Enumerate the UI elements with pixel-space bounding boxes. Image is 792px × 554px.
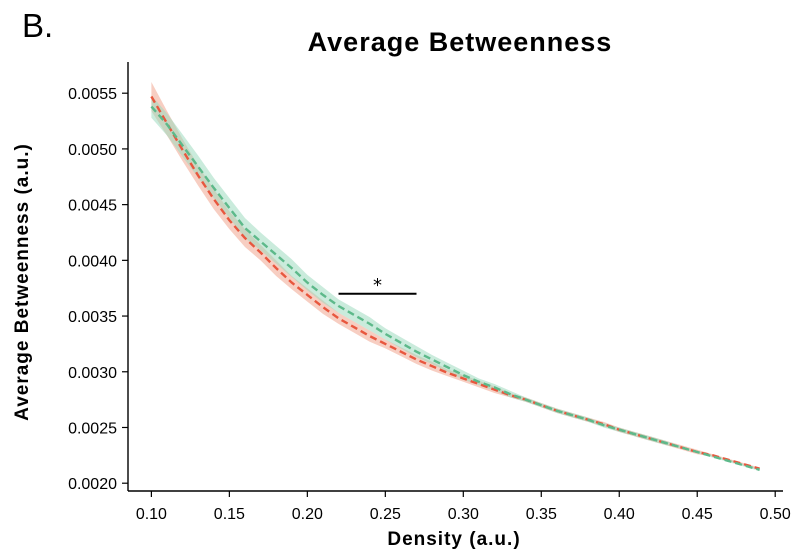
x-tick-label: 0.40 bbox=[604, 506, 635, 523]
series-2-line bbox=[150, 105, 760, 471]
y-tick-label: 0.0050 bbox=[68, 142, 117, 159]
x-tick-label: 0.10 bbox=[136, 506, 167, 523]
x-axis-ticks: 0.10 0.15 0.20 0.25 0.30 0.35 0.40 0.45 0.50 bbox=[136, 491, 791, 523]
x-tick-label: 0.50 bbox=[760, 506, 791, 523]
series-lines bbox=[150, 95, 760, 471]
x-tick-label: 0.30 bbox=[448, 506, 479, 523]
y-tick-label: 0.0055 bbox=[68, 86, 117, 103]
series-1-line bbox=[150, 95, 760, 470]
y-axis-label: Average Betweenness (a.u.) bbox=[12, 143, 33, 421]
confidence-bands bbox=[151, 82, 760, 471]
y-tick-label: 0.0030 bbox=[68, 365, 117, 382]
x-tick-label: 0.20 bbox=[292, 506, 323, 523]
x-tick-label: 0.25 bbox=[370, 506, 401, 523]
x-tick-label: 0.15 bbox=[214, 506, 245, 523]
series-2-band bbox=[151, 95, 760, 471]
panel-label: B. bbox=[22, 7, 53, 44]
x-tick-label: 0.35 bbox=[526, 506, 557, 523]
y-tick-label: 0.0045 bbox=[68, 198, 117, 215]
x-axis-label: Density (a.u.) bbox=[387, 529, 520, 550]
y-tick-label: 0.0040 bbox=[68, 253, 117, 270]
y-tick-label: 0.0025 bbox=[68, 420, 117, 437]
y-tick-label: 0.0035 bbox=[68, 309, 117, 326]
significance-star: * bbox=[373, 275, 382, 296]
axes bbox=[127, 62, 783, 492]
y-tick-label: 0.0020 bbox=[68, 476, 117, 493]
significance-marker: * bbox=[338, 275, 417, 296]
series-1-band bbox=[151, 82, 760, 470]
y-axis-ticks: 0.0020 0.0025 0.0030 0.0035 0.0040 0.0045 0.00… bbox=[68, 86, 128, 493]
x-tick-label: 0.45 bbox=[682, 506, 713, 523]
chart-title: Average Betweenness bbox=[308, 27, 613, 57]
